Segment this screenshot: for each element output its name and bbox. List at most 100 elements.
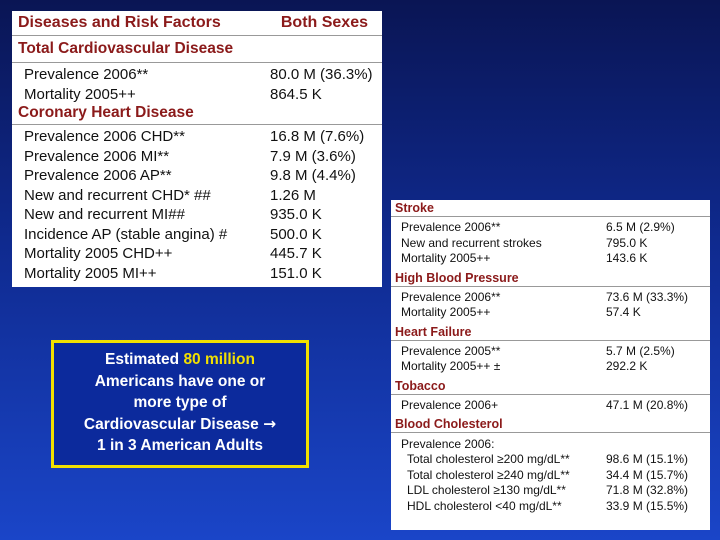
table-row: Total cholesterol ≥240 mg/dL** 34.4 M (1… [391,468,710,484]
row-value: 500.0 K [270,225,322,243]
row-value: 1.26 M [270,186,316,204]
table-row: Mortality 2005++ 864.5 K [12,85,382,105]
table-row: Prevalence 2006 MI** 7.9 M (3.6%) [12,147,382,167]
table-row: Total cholesterol ≥200 mg/dL** 98.6 M (1… [391,452,710,468]
right-arrow-icon: → [263,414,277,433]
divider [12,124,382,125]
row-label: Prevalence 2006** [401,220,501,234]
row-label: Mortality 2005++ [24,85,136,103]
table-row: Prevalence 2006+ 47.1 M (20.8%) [391,398,710,414]
row-label: Prevalence 2006+ [401,397,499,412]
divider [391,339,710,341]
callout-line-3: more type of [133,394,227,411]
row-value: 34.4 M (15.7%) [606,467,689,482]
row-label: Mortality 2005 MI++ [24,264,157,282]
row-value: 7.9 M (3.6%) [270,147,356,165]
table-row: Mortality 2005++ 143.6 K [391,251,710,267]
divider [391,285,710,287]
divider [391,393,710,395]
row-label: LDL cholesterol ≥130 mg/dL** [407,483,566,497]
row-value: 6.5 M (2.9%) [606,220,675,234]
row-label: New and recurrent strokes [401,235,542,250]
table-row: Prevalence 2006 CHD** 16.8 M (7.6%) [12,127,382,147]
row-label: New and recurrent MI## [24,206,185,223]
subheading-prevalence: Prevalence 2006: [401,437,495,451]
divider [12,62,382,63]
section-title-chd: Coronary Heart Disease [18,104,194,121]
table-row: Prevalence 2005** 5.7 M (2.5%) [391,344,710,360]
row-value: 16.8 M (7.6%) [270,128,365,145]
row-value: 795.0 K [606,235,648,250]
row-value: 5.7 M (2.5%) [606,343,675,358]
row-label: New and recurrent CHD* ## [24,186,211,204]
cvd-statistics-table-right: Stroke Prevalence 2006** 6.5 M (2.9%) Ne… [391,200,710,530]
section-blood-cholesterol: Prevalence 2006: Total cholesterol ≥200 … [391,433,710,517]
row-label: Incidence AP (stable angina) # [24,225,228,243]
section-title-heart-failure: Heart Failure [395,324,472,339]
row-value: 47.1 M (20.8%) [606,397,689,412]
row-value: 9.8 M (4.4%) [270,167,356,184]
divider [391,216,710,217]
row-label: Prevalence 2006 CHD** [24,128,185,145]
section-title-total-cvd: Total Cardiovascular Disease [18,40,234,57]
row-value: 98.6 M (15.1%) [606,452,689,466]
table-row: New and recurrent CHD* ## 1.26 M [12,186,382,206]
table-row: Mortality 2005++ ± 292.2 K [391,359,710,375]
table-header: Diseases and Risk Factors Both Sexes [12,11,382,36]
callout-line-4: Cardiovascular Disease → [54,414,306,436]
row-value: 57.4 K [606,305,641,319]
row-label: Mortality 2005++ ± [401,359,501,373]
row-value: 445.7 K [270,245,322,262]
row-label: Prevalence 2006** [401,289,501,304]
table-row: Prevalence 2006** 80.0 M (36.3%) [12,65,382,85]
callout-highlight: 80 million [183,351,255,368]
row-label: Total cholesterol ≥240 mg/dL** [407,467,570,482]
row-label: Mortality 2005 CHD++ [24,245,173,262]
callout-box: Estimated 80 million Americans have one … [51,340,309,468]
cvd-statistics-table-left: Diseases and Risk Factors Both Sexes Tot… [12,11,382,287]
section-title-stroke: Stroke [395,201,434,215]
table-row: Incidence AP (stable angina) # 500.0 K [12,225,382,245]
row-label: Mortality 2005++ [401,305,491,319]
row-value: 292.2 K [606,359,648,373]
callout-line-2: Americans have one or [94,372,266,390]
row-label: Mortality 2005++ [401,251,491,265]
table-row: Prevalence 2006 AP** 9.8 M (4.4%) [12,166,382,186]
row-label: Prevalence 2006 MI** [24,147,170,165]
row-value: 73.6 M (33.3%) [606,289,689,304]
table-row: Prevalence 2006** 73.6 M (33.3%) [391,290,710,306]
table-row: Prevalence 2006** 6.5 M (2.9%) [391,220,710,236]
section-stroke: Prevalence 2006** 6.5 M (2.9%) New and r… [391,217,710,270]
table-row: New and recurrent MI## 935.0 K [12,205,382,225]
table-row: HDL cholesterol <40 mg/dL** 33.9 M (15.5… [391,499,710,515]
row-label: Prevalence 2006 AP** [24,167,172,184]
row-label: Total cholesterol ≥200 mg/dL** [407,452,570,466]
row-value: 80.0 M (36.3%) [270,66,373,83]
section-heart-failure: Prevalence 2005** 5.7 M (2.5%) Mortality… [391,341,710,378]
callout-line-1: Estimated 80 million [54,349,306,371]
row-value: 935.0 K [270,206,322,223]
divider [391,432,710,433]
row-label: Prevalence 2005** [401,343,501,358]
row-label: Prevalence 2006** [24,66,149,83]
row-value: 864.5 K [270,85,322,103]
table-row: LDL cholesterol ≥130 mg/dL** 71.8 M (32.… [391,483,710,499]
section-high-blood-pressure: Prevalence 2006** 73.6 M (33.3%) Mortali… [391,287,710,324]
section-title-tobacco: Tobacco [395,378,446,393]
section-title-high-blood-pressure: High Blood Pressure [395,270,519,285]
header-diseases-risk-factors: Diseases and Risk Factors [18,14,221,31]
table-row: New and recurrent strokes 795.0 K [391,236,710,252]
section-title-blood-cholesterol: Blood Cholesterol [395,417,503,431]
row-value: 71.8 M (32.8%) [606,483,689,497]
row-value: 143.6 K [606,251,648,265]
row-value: 33.9 M (15.5%) [606,498,689,513]
section-tobacco: Prevalence 2006+ 47.1 M (20.8%) [391,395,710,417]
table-row: Mortality 2005++ 57.4 K [391,305,710,321]
row-value: 151.0 K [270,264,322,282]
row-label: HDL cholesterol <40 mg/dL** [407,498,562,513]
table-row: Mortality 2005 MI++ 151.0 K [12,264,382,284]
table-row: Mortality 2005 CHD++ 445.7 K [12,244,382,264]
callout-prefix: Estimated [105,351,184,368]
callout-line-5: 1 in 3 American Adults [97,437,263,454]
callout-cvd-text: Cardiovascular Disease [83,415,259,433]
